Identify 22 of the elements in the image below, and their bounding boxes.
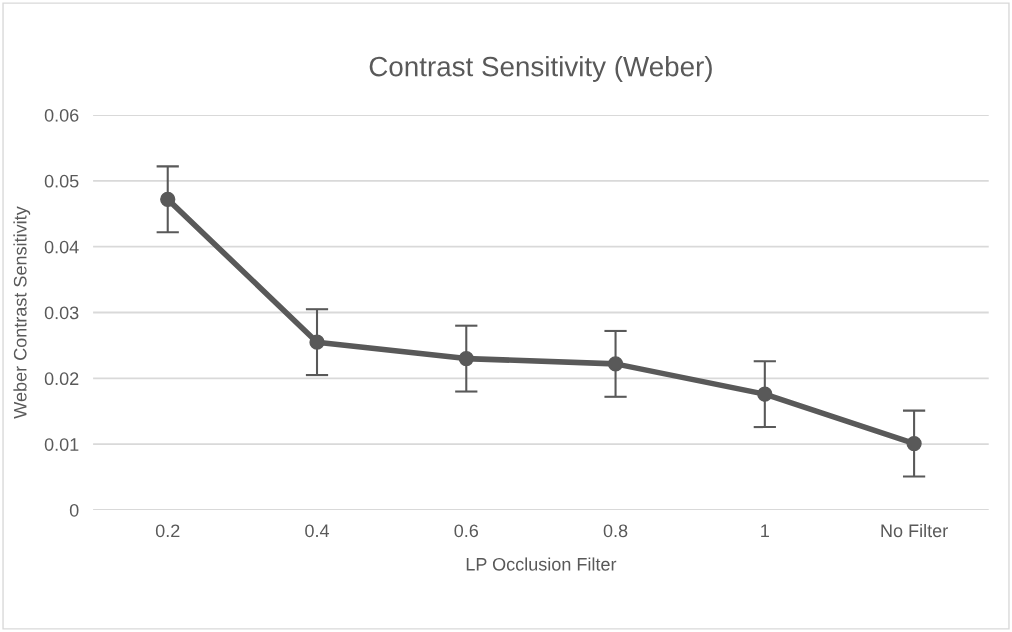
y-tick-label: 0.03 [44,306,79,320]
x-tick-label: 1 [761,524,769,537]
x-tick-label: 0.4 [305,524,330,538]
y-tick-label: 0 [69,503,79,517]
point [757,386,773,402]
point [160,191,176,207]
x-tick-label: No Filter [881,523,948,538]
point [458,350,474,367]
point [309,334,325,350]
y-tick-label: 0.01 [44,438,79,451]
point [906,435,922,452]
y-axis-title: Weber Contrast Sensitivity [13,206,31,419]
y-tick-label: 0.05 [44,174,79,188]
chart-title: Contrast Sensitivity (Weber) [369,56,712,82]
x-axis-title: LP Occlusion Filter [466,557,617,571]
y-tick-label: 0.04 [44,240,79,254]
y-tick-label: 0.02 [44,372,79,386]
point [607,356,624,372]
x-tick-label: 0.2 [155,524,180,538]
y-tick-label: 0.06 [44,108,79,122]
x-tick-label: 0.6 [454,524,479,538]
x-tick-label: 0.8 [603,524,628,538]
